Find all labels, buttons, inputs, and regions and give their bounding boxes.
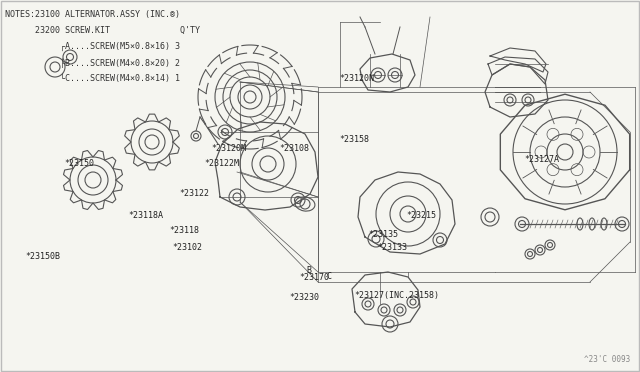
Text: *23122: *23122 (179, 189, 209, 198)
Text: *23215: *23215 (406, 211, 436, 220)
Text: *23127A: *23127A (525, 155, 560, 164)
Text: *23230: *23230 (289, 293, 319, 302)
Text: *23150: *23150 (64, 159, 94, 168)
Text: B: B (306, 266, 311, 275)
Text: ├B....SCREW(M4×0.8×20) 2: ├B....SCREW(M4×0.8×20) 2 (5, 58, 180, 67)
Text: C: C (326, 272, 332, 281)
Text: NOTES:23100 ALTERNATOR.ASSY (INC.®): NOTES:23100 ALTERNATOR.ASSY (INC.®) (5, 10, 180, 19)
Text: *23150B: *23150B (26, 252, 61, 261)
Text: *23118A: *23118A (128, 211, 163, 220)
Text: *23127(INC.23158): *23127(INC.23158) (354, 291, 439, 300)
Text: ┌A....SCREW(M5×0.8×16) 3: ┌A....SCREW(M5×0.8×16) 3 (5, 42, 180, 51)
Text: 23200 SCREW.KIT              Q'TY: 23200 SCREW.KIT Q'TY (5, 26, 200, 35)
Text: *23135: *23135 (368, 230, 398, 239)
Text: ^23'C 0093: ^23'C 0093 (584, 355, 630, 364)
Text: *23122M: *23122M (205, 159, 240, 168)
Text: *23120N: *23120N (339, 74, 374, 83)
Text: *23118: *23118 (170, 226, 200, 235)
Text: └C....SCREW(M4×0.8×14) 1: └C....SCREW(M4×0.8×14) 1 (5, 74, 180, 83)
Text: *23120M: *23120M (211, 144, 246, 153)
Text: *23108: *23108 (280, 144, 310, 153)
Text: *23170: *23170 (300, 273, 330, 282)
Text: *23158: *23158 (339, 135, 369, 144)
Text: *23102: *23102 (173, 243, 203, 252)
Text: *23133: *23133 (378, 243, 408, 252)
